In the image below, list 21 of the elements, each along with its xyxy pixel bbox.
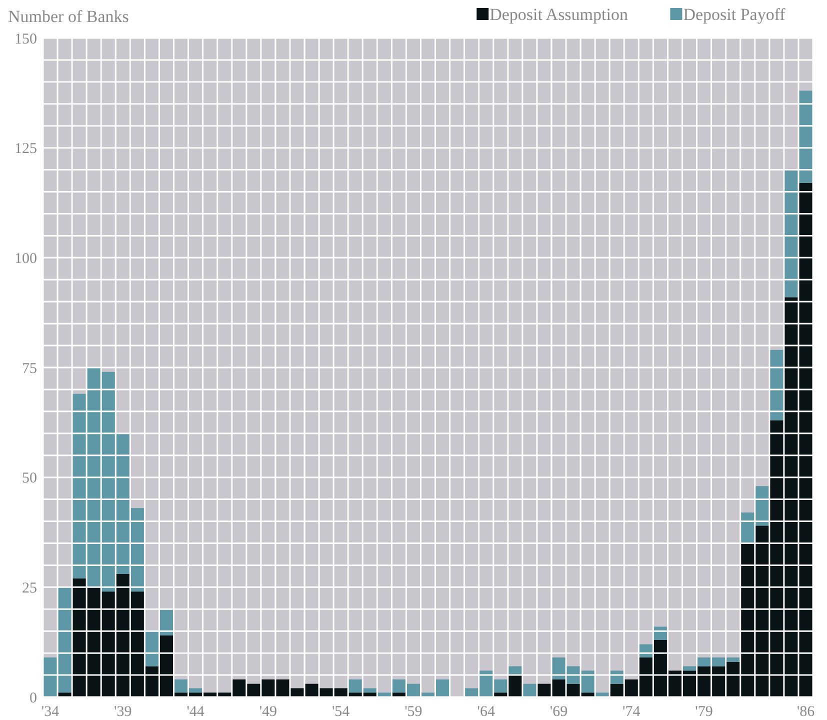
y-tick-label: 50 [22, 470, 37, 487]
y-tick-label: 150 [14, 31, 37, 48]
x-tick-label: '79 [695, 704, 713, 720]
y-tick-label: 0 [30, 690, 37, 706]
y-axis-title: Number of Banks [8, 7, 129, 26]
x-tick-label: '44 [186, 704, 205, 720]
x-tick-label: '49 [259, 704, 278, 720]
x-tick-label: '69 [550, 704, 568, 720]
x-tick-label: '64 [477, 704, 496, 720]
x-tick-label: '54 [332, 704, 350, 720]
legend-label: Deposit Payoff [683, 5, 786, 24]
y-tick-label: 125 [14, 141, 37, 158]
y-tick-label: 75 [22, 360, 37, 377]
legend-label: Deposit Assumption [490, 5, 628, 24]
x-tick-label: '86 [796, 704, 816, 720]
x-tick-label: '34 [41, 704, 60, 720]
x-tick-label: '59 [404, 704, 422, 720]
x-tick-label: '74 [622, 704, 641, 720]
y-tick-label: 100 [14, 250, 37, 267]
x-tick-label: '39 [114, 704, 132, 720]
y-tick-label: 25 [22, 580, 37, 596]
